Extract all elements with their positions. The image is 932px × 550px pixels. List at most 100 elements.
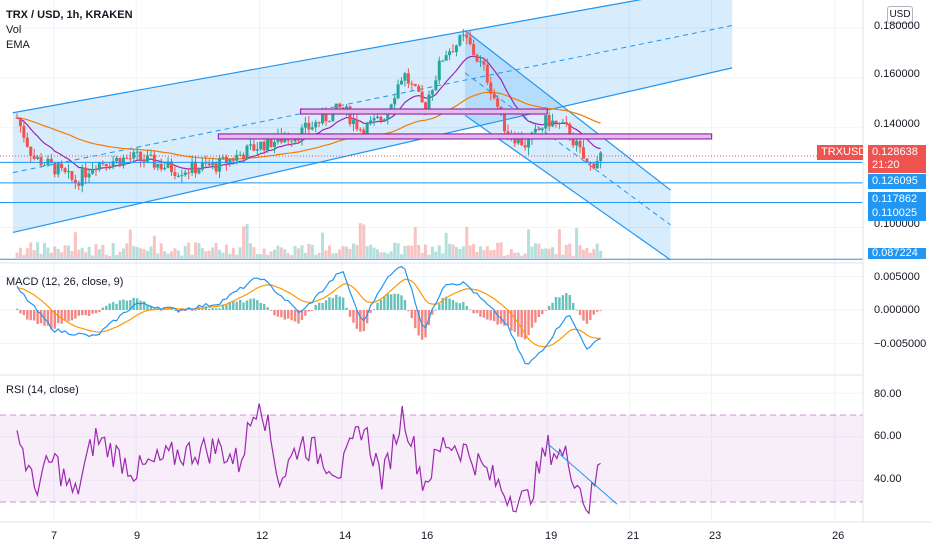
candle-body [437,60,441,81]
candle-body [506,131,510,135]
volume-bar [355,244,359,258]
candle-body [420,91,424,103]
volume-bar [194,242,198,258]
candle-body [413,83,417,86]
candle-body [242,154,246,160]
volume-bar [63,245,67,258]
volume-bar [297,248,301,258]
macd-histogram-bar [232,301,235,310]
macd-histogram-bar [355,310,359,329]
macd-histogram-bar [245,300,249,310]
volume-bar [104,254,108,258]
candle-body [496,98,500,107]
volume-bar [290,255,294,258]
time-tick: 7 [51,530,58,542]
volume-bar [286,253,290,258]
macd-histogram-bar [328,297,331,310]
macd-histogram-bar [22,310,26,316]
volume-bar [166,253,170,258]
candle-body [503,109,507,132]
candle-body [190,161,194,173]
macd-histogram-bar [190,310,194,311]
volume-bar [334,252,338,258]
candle-body [211,162,215,166]
volume-bar [351,243,355,258]
volume-bar [262,248,266,258]
candle-body [465,34,469,38]
macd-histogram-bar [331,298,335,310]
macd-histogram-bar [67,310,70,322]
macd-histogram-bar [46,310,50,326]
rsi-line [16,403,601,515]
time-tick: 26 [832,530,845,542]
volume-bar [331,253,335,258]
volume-bar [128,229,132,258]
macd-histogram-bar [434,309,438,311]
macd-histogram-bar [50,310,53,330]
volume-bar [214,243,218,258]
macd-histogram-bar [280,310,283,318]
macd-histogram-bar [311,310,314,311]
candle-body [70,171,74,180]
candle-body [39,157,43,166]
macd-histogram-bar [475,310,479,314]
time-tick: 9 [134,530,141,542]
macd-histogram-bar [101,307,105,310]
macd-histogram-bar [256,300,259,310]
macd-histogram-bar [91,310,94,314]
candle-body [194,161,198,174]
volume-bar [595,243,599,258]
macd-histogram-bar [26,310,29,320]
candle-body [248,144,252,146]
volume-bar [70,250,74,258]
candle-body [125,157,129,159]
volume-bar [187,242,191,258]
macd-histogram-bar [400,295,403,310]
volume-bar [97,249,101,258]
volume-bar [32,250,36,258]
candle-body [475,54,479,62]
candle-body [334,103,338,111]
macd-histogram-bar [407,310,410,312]
candle-body [403,73,407,81]
volume-bar [207,250,211,258]
macd-histogram-bar [39,310,43,324]
volume-bar [581,249,585,258]
volume-bar [300,245,304,258]
candle-body [235,154,239,161]
level-price-tag: 0.087224 [868,248,926,259]
volume-bar [386,253,390,258]
candle-body [135,151,139,153]
volume-bar [121,248,125,258]
volume-bar [49,252,53,258]
macd-histogram-bar [462,302,465,310]
macd-histogram-bar [565,293,568,310]
rsi-legend: RSI (14, close) [6,384,79,396]
macd-histogram-bar [503,310,506,326]
candle-body [214,162,218,172]
macd-histogram-bar [300,310,304,320]
candle-body [77,183,81,186]
time-tick: 21 [627,530,640,542]
candle-body [451,51,455,53]
macd-histogram-bar [266,307,269,310]
candle-body [142,159,146,162]
currency-button[interactable]: USD [887,6,913,24]
rsi-trendline [546,442,618,505]
macd-histogram-bar [307,310,311,312]
macd-histogram-bar [448,298,451,310]
volume-bar [382,252,386,258]
macd-histogram-bar [15,308,19,310]
candle-body [382,119,386,121]
volume-bar [15,252,19,258]
volume-bar [358,223,362,258]
macd-histogram-bar [111,302,115,310]
candle-body [207,163,211,166]
candle-body [427,94,431,109]
candle-body [321,112,325,124]
candle-body [520,136,524,146]
candle-body [430,90,434,95]
candle-body [571,137,575,146]
macd-histogram-bar [135,298,139,310]
